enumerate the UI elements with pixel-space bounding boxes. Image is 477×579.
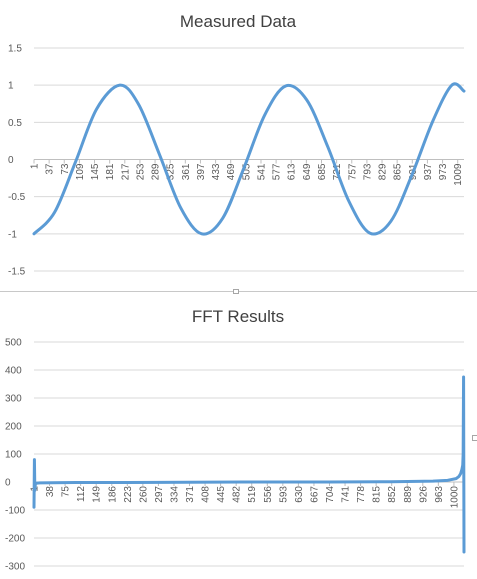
y-tick-label: 0	[8, 155, 14, 166]
x-tick-label: 778	[356, 486, 367, 503]
x-tick-label: 334	[169, 486, 180, 503]
x-tick-label: 73	[60, 163, 71, 175]
x-tick-label: 973	[438, 163, 449, 180]
y-tick-label: -200	[5, 534, 25, 545]
x-tick-label: 149	[92, 486, 103, 503]
x-tick-label: 217	[120, 163, 131, 180]
x-tick-label: 829	[378, 163, 389, 180]
fft-results-chart[interactable]: FFT Results 500 400 300 200 100 0 -100 -200 -300…	[0, 296, 477, 579]
x-tick-label: 37	[45, 163, 56, 175]
x-tick-label: 1000	[449, 486, 460, 509]
x-tick-label: 593	[278, 486, 289, 503]
y-tick-label: 100	[5, 450, 22, 461]
resize-handle[interactable]	[233, 289, 239, 294]
y-tick-label: -1	[8, 229, 17, 240]
measured-data-chart[interactable]: Measured Data 1.5 1 0.5 0 -0.5 -1 -1.5 1 37 73 109…	[0, 0, 477, 290]
x-tick-label: 937	[423, 163, 434, 180]
x-tick-label: 685	[317, 163, 328, 180]
x-tick-label: 1	[30, 163, 41, 169]
x-tick-label: 556	[263, 486, 274, 503]
x-tick-label: 519	[247, 486, 258, 503]
x-tick-label: 145	[90, 163, 101, 180]
fft-results-plot: FFT Results 5004003002001000-100-200-300…	[5, 307, 466, 573]
x-tick-label: 112	[76, 486, 87, 502]
x-tick-label: 704	[325, 486, 336, 503]
series-line	[32, 82, 466, 236]
x-tick-label: 289	[151, 163, 162, 180]
x-tick-label: 649	[302, 163, 313, 180]
x-tick-label: 260	[138, 486, 149, 503]
x-tick-label: 963	[434, 486, 445, 503]
y-tick-label: -300	[5, 562, 25, 573]
x-tick-label: 926	[418, 486, 429, 503]
x-tick-label: 445	[216, 486, 227, 503]
x-tick-label: 865	[393, 163, 404, 180]
x-tick-label: 613	[287, 163, 298, 180]
x-tick-label: 181	[105, 163, 116, 180]
y-tick-label: 200	[5, 422, 22, 433]
y-tick-label: 1	[8, 81, 14, 92]
x-tick-label: 889	[403, 486, 414, 503]
x-tick-label: 541	[256, 163, 267, 180]
y-tick-label: 500	[5, 338, 22, 349]
y-tick-label: 1.5	[8, 44, 22, 55]
x-tick-label: 505	[241, 163, 252, 180]
y-tick-label: 400	[5, 366, 22, 377]
x-tick-label: 408	[201, 486, 212, 503]
x-tick-label: 75	[61, 486, 72, 498]
x-tick-label: 223	[123, 486, 134, 503]
x-tick-label: 186	[107, 486, 118, 503]
x-tick-label: 38	[45, 486, 56, 498]
y-tick-label: 0	[5, 478, 11, 489]
y-tick-label: 300	[5, 394, 22, 405]
x-tick-label: 297	[154, 486, 165, 503]
chart-title: Measured Data	[180, 12, 297, 31]
x-tick-label: 815	[372, 486, 383, 503]
x-tick-label: 253	[135, 163, 146, 180]
series-line	[32, 375, 466, 554]
x-tick-label: 1009	[453, 163, 464, 186]
side-resize-handle[interactable]	[472, 435, 477, 441]
x-tick-label: 793	[362, 163, 373, 180]
y-tick-label: -100	[5, 506, 25, 517]
y-tick-label: -1.5	[8, 267, 26, 278]
y-tick-label: -0.5	[8, 192, 26, 203]
x-tick-label: 433	[211, 163, 222, 180]
y-tick-label: 0.5	[8, 118, 22, 129]
x-tick-label: 741	[341, 486, 352, 503]
x-tick-label: 757	[347, 163, 358, 180]
x-tick-label: 325	[166, 163, 177, 180]
x-tick-label: 371	[185, 486, 196, 503]
x-tick-label: 469	[226, 163, 237, 180]
x-tick-label: 361	[181, 163, 192, 180]
x-tick-label: 482	[232, 486, 243, 503]
x-tick-label: 667	[309, 486, 320, 503]
x-tick-label: 397	[196, 163, 207, 180]
chart-title: FFT Results	[192, 307, 284, 326]
x-tick-label: 852	[387, 486, 398, 503]
measured-data-plot: Measured Data 1.5 1 0.5 0 -0.5 -1 -1.5 1 37 73 109…	[8, 12, 466, 278]
x-tick-label: 630	[294, 486, 305, 503]
x-tick-label: 109	[75, 163, 86, 180]
chart-divider	[0, 289, 477, 295]
x-tick-label: 577	[272, 163, 283, 180]
